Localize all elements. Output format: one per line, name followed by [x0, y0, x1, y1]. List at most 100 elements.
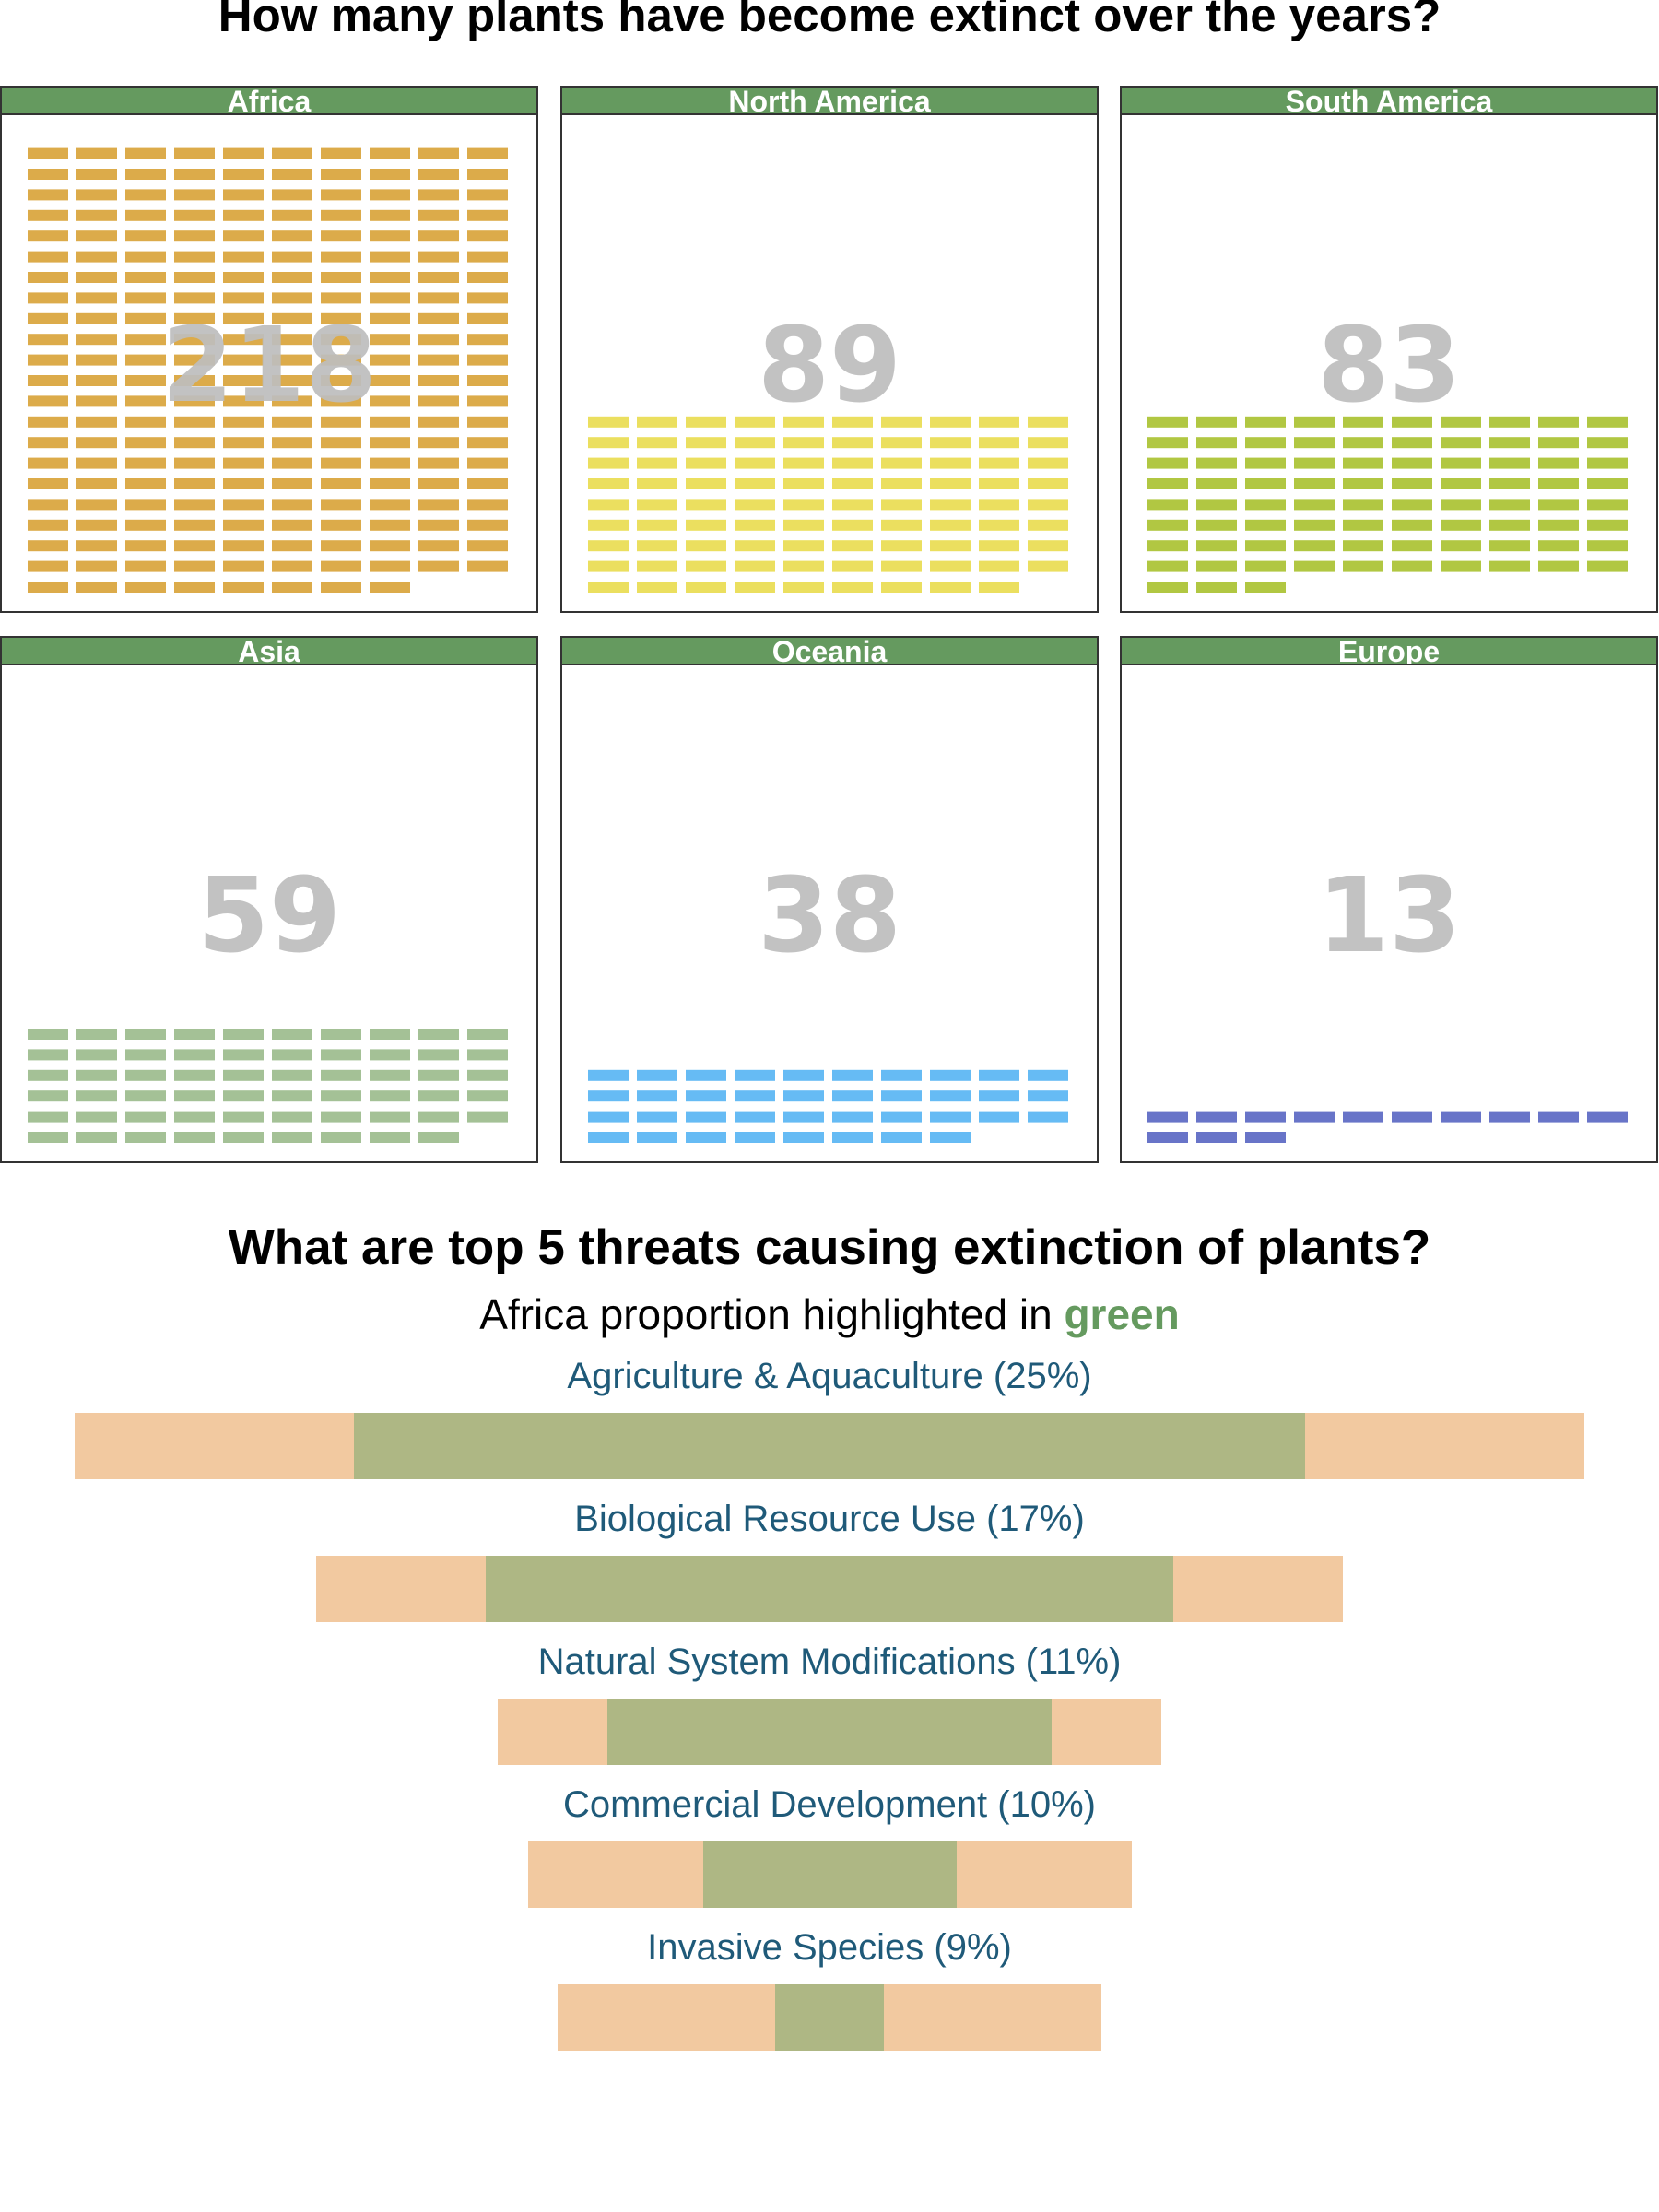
waffle-mark [28, 395, 68, 407]
waffle-mark [370, 292, 410, 304]
waffle-mark [467, 560, 508, 572]
waffle-mark [832, 519, 873, 531]
waffle-mark [1196, 540, 1237, 552]
waffle-mark [1441, 457, 1481, 469]
waffle-mark [1489, 437, 1530, 449]
africa-share-commercial-development [702, 1841, 957, 1908]
waffle-mark [588, 437, 629, 449]
waffle-mark [1587, 478, 1628, 489]
waffle-mark [1538, 437, 1579, 449]
waffle-mark [832, 437, 873, 449]
waffle-mark [1538, 457, 1579, 469]
waffle-mark [881, 560, 922, 572]
waffle-mark [783, 457, 824, 469]
waffle-mark [174, 582, 215, 593]
panel-oceania: Oceania 38 [560, 636, 1099, 1163]
waffle-mark [1245, 582, 1286, 593]
value-label-north-america: 89 [758, 306, 901, 426]
waffle-mark [321, 582, 361, 593]
waffle-mark [223, 272, 264, 283]
waffle-mark [1294, 499, 1335, 511]
waffle-mark [979, 499, 1019, 511]
waffle-mark [735, 1132, 775, 1143]
waffle-mark [1392, 457, 1432, 469]
waffle-mark [1489, 499, 1530, 511]
waffle-mark [272, 272, 312, 283]
waffle-mark [979, 540, 1019, 552]
threat-label-agriculture-aquaculture: Agriculture & Aquaculture (25%) [567, 1356, 1092, 1396]
waffle-mark [588, 519, 629, 531]
panel-title-asia: Asia [0, 636, 538, 665]
waffle-mark [1028, 540, 1068, 552]
waffle-mark [272, 1069, 312, 1081]
waffle-mark [588, 1069, 629, 1081]
waffle-mark [370, 519, 410, 531]
waffle-mark [979, 457, 1019, 469]
waffle-mark [881, 540, 922, 552]
waffle-mark [76, 395, 117, 407]
waffle-mark [1441, 540, 1481, 552]
waffle-mark [125, 540, 166, 552]
waffle-mark [76, 1111, 117, 1123]
waffle-mark [467, 354, 508, 366]
waffle-mark [418, 209, 459, 221]
waffle-mark [1392, 478, 1432, 489]
waffle-mark [467, 1069, 508, 1081]
waffle-mark [832, 478, 873, 489]
waffle-mark [321, 478, 361, 489]
waffle-mark [588, 416, 629, 428]
threats-title: What are top 5 threats causing extinctio… [228, 1220, 1431, 1275]
waffle-mark [76, 478, 117, 489]
waffle-mark [174, 540, 215, 552]
waffle-mark [321, 519, 361, 531]
waffle-mark [321, 334, 361, 346]
waffle-mark [881, 499, 922, 511]
waffle-mark [370, 1111, 410, 1123]
waffle-mark [174, 519, 215, 531]
panel-europe: Europe 13 [1120, 636, 1658, 1163]
waffle-mark [28, 147, 68, 159]
waffle-mark [76, 540, 117, 552]
waffle-mark [28, 437, 68, 449]
waffle-mark [1147, 457, 1188, 469]
panel-title-africa: Africa [0, 86, 538, 115]
waffle-mark [686, 1069, 726, 1081]
waffle-mark [321, 416, 361, 428]
panel-title-south-america: South America [1120, 86, 1658, 115]
waffle-asia: 59 [28, 856, 508, 1143]
waffle-mark [272, 457, 312, 469]
waffle-mark [1489, 560, 1530, 572]
waffle-mark [930, 1069, 971, 1081]
waffle-mark [881, 1111, 922, 1123]
waffle-mark [28, 251, 68, 263]
waffle-mark [174, 457, 215, 469]
waffle-mark [370, 375, 410, 386]
waffle-mark [272, 354, 312, 366]
waffle-mark [418, 437, 459, 449]
waffle-mark [1147, 1132, 1188, 1143]
waffle-mark [272, 251, 312, 263]
waffle-mark [832, 416, 873, 428]
waffle-mark [418, 1029, 459, 1040]
waffle-mark [467, 209, 508, 221]
waffle-mark [418, 395, 459, 407]
waffle-mark [125, 272, 166, 283]
waffle-mark [467, 457, 508, 469]
waffle-mark [735, 1069, 775, 1081]
waffle-mark [174, 1111, 215, 1123]
waffle-mark [174, 1069, 215, 1081]
threats-subtitle: Africa proportion highlighted in green [0, 1288, 1659, 1340]
waffle-mark [1343, 478, 1383, 489]
waffle-mark [28, 354, 68, 366]
waffle-mark [125, 251, 166, 263]
waffle-mark [467, 499, 508, 511]
waffle-mark [588, 1090, 629, 1102]
waffle-mark [76, 1132, 117, 1143]
waffle-mark [125, 375, 166, 386]
waffle-mark [588, 457, 629, 469]
waffle-mark [1147, 478, 1188, 489]
waffle-mark [783, 540, 824, 552]
waffle-mark [1245, 519, 1286, 531]
waffle-mark [588, 1111, 629, 1123]
waffle-mark [125, 519, 166, 531]
